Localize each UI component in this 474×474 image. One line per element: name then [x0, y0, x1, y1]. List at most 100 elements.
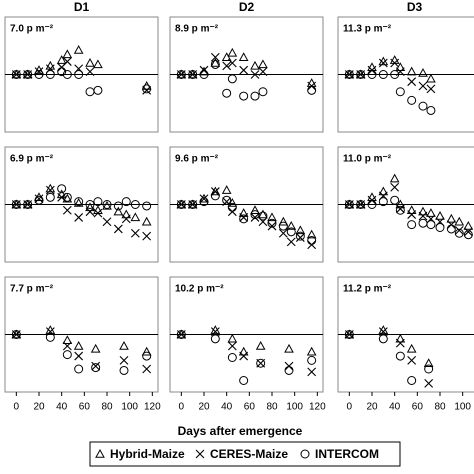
- marker-circle: [176, 70, 186, 79]
- marker-triangle: [22, 69, 33, 79]
- marker-cross: [390, 58, 400, 68]
- marker-circle: [45, 332, 55, 342]
- marker-circle: [446, 224, 456, 234]
- marker-triangle: [426, 73, 436, 83]
- marker-cross: [93, 208, 103, 218]
- marker-circle: [62, 192, 72, 202]
- marker-triangle: [227, 333, 238, 343]
- marker-cross: [390, 182, 400, 192]
- marker-circle: [11, 200, 21, 209]
- marker-cross: [307, 367, 317, 377]
- marker-cross: [407, 77, 417, 87]
- marker-circle: [57, 184, 67, 194]
- marker-circle: [307, 85, 317, 95]
- marker-circle: [267, 218, 277, 228]
- marker-triangle: [227, 47, 238, 57]
- marker-triangle: [406, 66, 417, 76]
- x-tick-label: 40: [221, 402, 233, 413]
- marker-triangle: [73, 198, 84, 207]
- marker-circle: [113, 201, 123, 211]
- panel-label: 6.9 p m⁻²: [10, 154, 54, 165]
- marker-circle: [435, 223, 445, 232]
- marker-triangle: [90, 343, 101, 353]
- marker-cross: [267, 221, 277, 231]
- marker-cross: [74, 213, 84, 222]
- marker-circle: [11, 330, 21, 339]
- marker-cross: [286, 237, 296, 247]
- marker-triangle: [56, 55, 67, 64]
- panel-label: 7.0 p m⁻²: [10, 24, 54, 35]
- marker-cross: [295, 233, 305, 242]
- marker-circle: [102, 200, 112, 209]
- x-tick-label: 100: [454, 402, 471, 413]
- marker-triangle: [406, 343, 417, 353]
- marker-cross: [142, 364, 152, 374]
- marker-cross: [395, 204, 405, 214]
- marker-circle: [62, 70, 72, 79]
- x-tick-label: 60: [79, 402, 91, 413]
- marker-triangle: [221, 185, 232, 194]
- marker-cross: [395, 338, 405, 348]
- marker-triangle: [258, 59, 268, 69]
- marker-circle: [227, 202, 237, 212]
- marker-triangle: [73, 340, 84, 350]
- panel-label: 7.7 p m⁻²: [10, 284, 54, 295]
- marker-circle: [256, 358, 266, 368]
- marker-cross: [258, 67, 268, 77]
- points: [344, 173, 474, 240]
- marker-circle: [199, 197, 209, 207]
- marker-triangle: [187, 69, 198, 79]
- marker-cross: [424, 378, 434, 388]
- marker-cross: [113, 224, 123, 234]
- x-tick-label: 80: [434, 402, 446, 413]
- marker-triangle: [426, 208, 436, 217]
- points: [176, 325, 317, 385]
- marker-triangle: [238, 208, 249, 217]
- marker-cross: [407, 355, 417, 365]
- marker-cross: [239, 351, 249, 361]
- marker-cross: [195, 449, 205, 459]
- marker-circle: [239, 91, 249, 101]
- x-tick-label: 40: [389, 402, 401, 413]
- points: [344, 325, 434, 388]
- marker-triangle: [355, 199, 366, 209]
- marker-cross: [418, 81, 428, 91]
- marker-triangle: [62, 49, 73, 59]
- panel-label: 9.6 p m⁻²: [175, 154, 219, 165]
- marker-triangle: [258, 209, 268, 219]
- marker-triangle: [11, 329, 22, 339]
- marker-circle: [307, 355, 317, 365]
- marker-triangle: [344, 69, 355, 79]
- panel-label: 11.0 p m⁻²: [343, 154, 392, 165]
- marker-circle: [426, 220, 436, 230]
- marker-circle: [395, 87, 405, 97]
- marker-circle: [418, 101, 428, 111]
- marker-triangle: [446, 213, 457, 223]
- marker-triangle: [11, 69, 22, 79]
- marker-triangle: [435, 210, 445, 220]
- marker-circle: [300, 449, 310, 459]
- marker-triangle: [95, 448, 105, 458]
- marker-circle: [258, 87, 268, 97]
- marker-circle: [250, 91, 260, 101]
- marker-circle: [188, 200, 198, 209]
- panel-label: 11.2 p m⁻²: [343, 284, 392, 295]
- marker-cross: [250, 213, 260, 222]
- marker-cross: [119, 355, 129, 365]
- marker-triangle: [389, 173, 400, 183]
- marker-cross: [454, 225, 464, 235]
- marker-circle: [378, 334, 388, 344]
- marker-cross: [85, 207, 95, 217]
- marker-circle: [284, 365, 294, 375]
- marker-triangle: [418, 68, 428, 77]
- marker-triangle: [395, 333, 406, 343]
- marker-cross: [239, 213, 249, 222]
- marker-triangle: [395, 199, 406, 209]
- marker-cross: [102, 217, 112, 227]
- marker-circle: [176, 330, 186, 339]
- marker-circle: [344, 70, 354, 79]
- marker-cross: [45, 185, 55, 195]
- marker-circle: [74, 364, 84, 374]
- marker-circle: [45, 192, 55, 202]
- marker-circle: [93, 85, 103, 95]
